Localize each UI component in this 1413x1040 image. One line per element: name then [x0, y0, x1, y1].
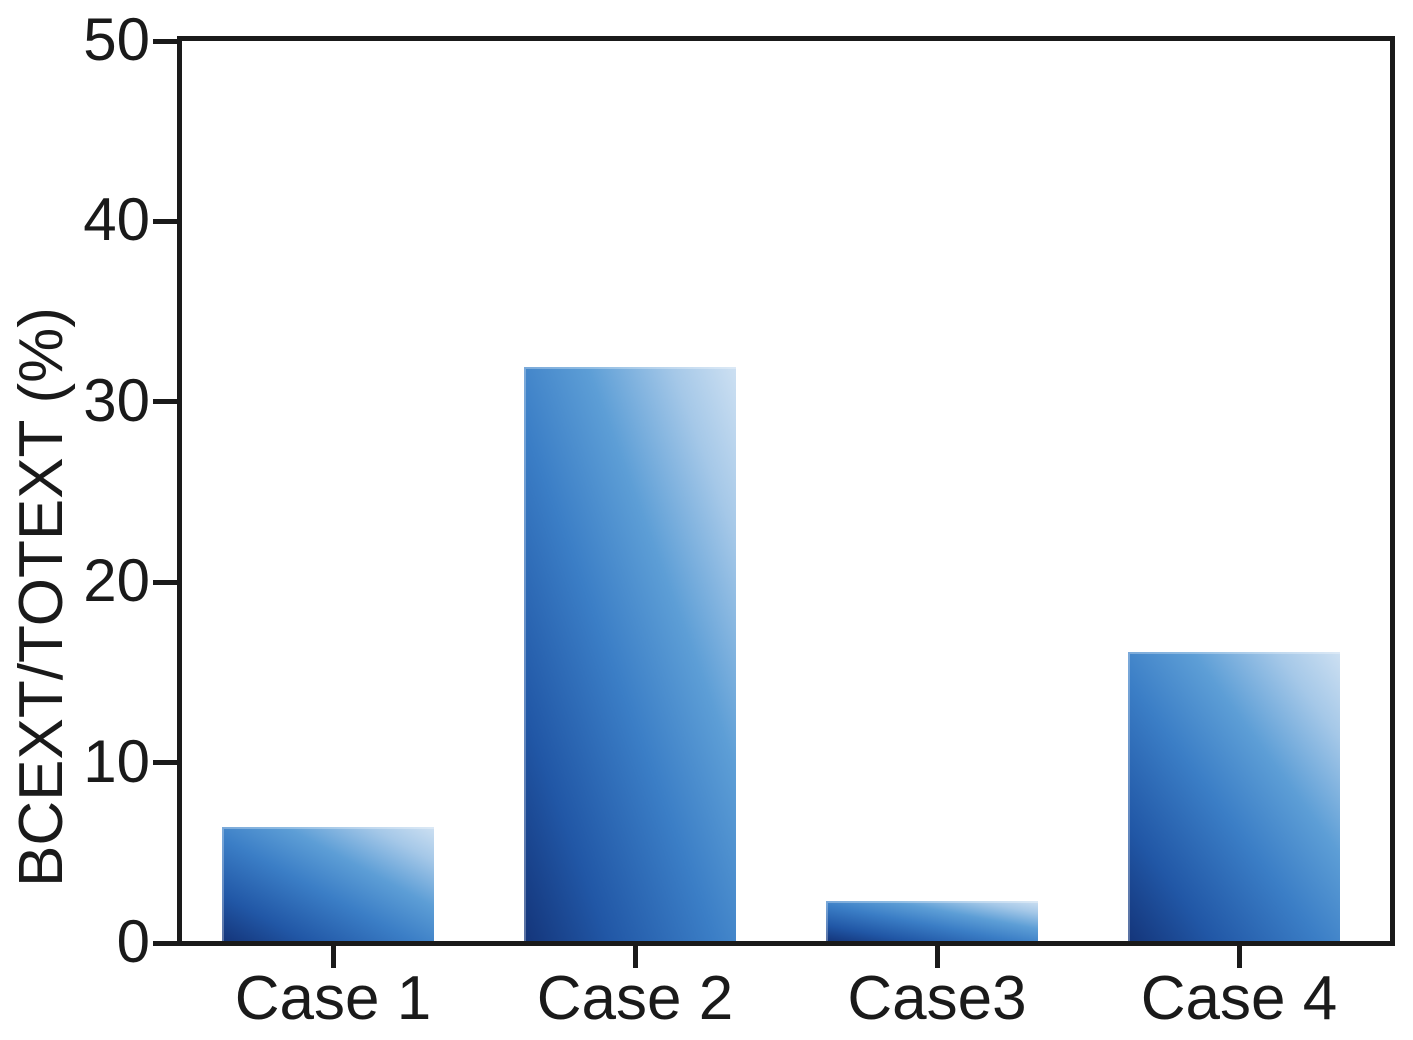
- y-tick-label: 10: [83, 727, 150, 795]
- bar-case3: [826, 901, 1038, 941]
- x-tick-mark: [330, 946, 336, 968]
- y-tick-mark: [153, 760, 177, 766]
- x-tick-mark: [632, 946, 638, 968]
- y-tick-label: 0: [116, 907, 150, 975]
- y-tick-mark: [153, 579, 177, 585]
- x-tick-mark: [934, 946, 940, 968]
- y-tick-label: 40: [83, 186, 150, 254]
- plot-area: [177, 36, 1395, 946]
- x-tick-mark: [1236, 946, 1242, 968]
- bar-case-4: [1128, 652, 1340, 941]
- y-tick-label: 30: [83, 366, 150, 434]
- y-tick-label: 50: [83, 5, 150, 73]
- y-tick-mark: [153, 399, 177, 405]
- x-tick-label: Case 1: [234, 964, 432, 1033]
- x-tick-label: Case3: [847, 964, 1027, 1033]
- y-tick-mark: [153, 218, 177, 224]
- x-tick-label: Case 2: [536, 964, 734, 1033]
- y-tick-label: 20: [83, 546, 150, 614]
- bar-case-2: [524, 367, 736, 941]
- x-tick-label: Case 4: [1140, 964, 1338, 1033]
- y-tick-mark: [153, 38, 177, 44]
- y-tick-mark: [153, 940, 177, 946]
- bar-case-1: [222, 827, 434, 941]
